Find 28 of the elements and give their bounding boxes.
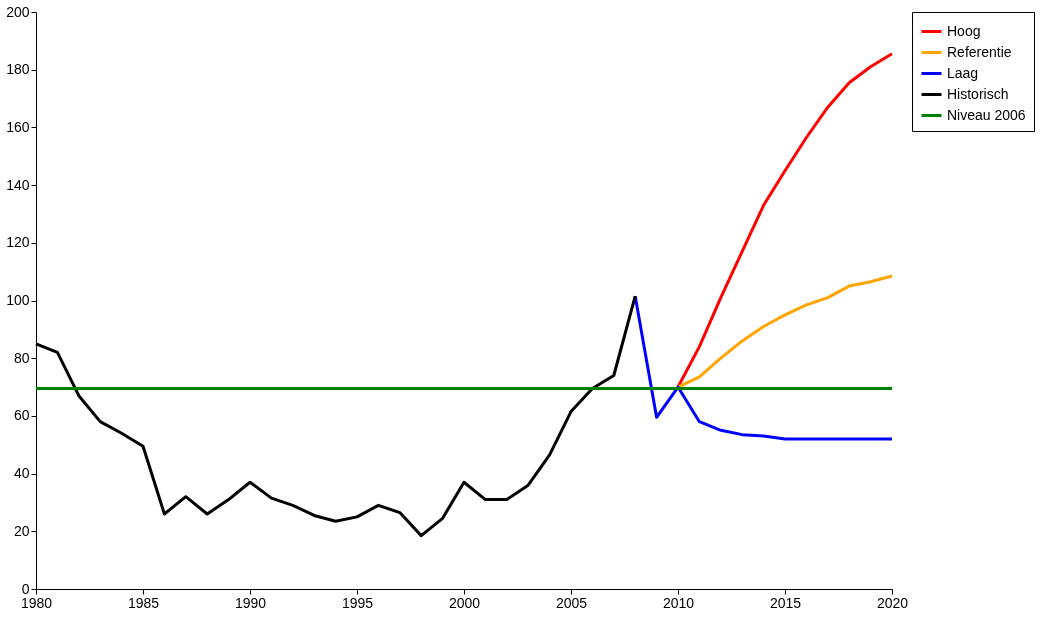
x-tick-label: 2000 <box>448 594 481 611</box>
y-tick-label: 100 <box>6 292 30 308</box>
legend-label: Laag <box>947 64 979 81</box>
x-tick-label: 2005 <box>555 594 588 611</box>
y-tick-label: 200 <box>6 3 30 20</box>
line-series <box>676 274 894 389</box>
x-tick-label: 2015 <box>769 594 802 611</box>
y-tick-label: 120 <box>6 234 30 251</box>
legend-label: Referentie <box>947 43 1012 60</box>
y-tick-label: 160 <box>6 118 30 135</box>
x-tick-label: 1995 <box>341 594 374 611</box>
x-tick-label: 1985 <box>127 594 160 611</box>
y-tick-label: 60 <box>13 407 30 424</box>
x-tick-label: 2010 <box>662 594 695 611</box>
y-tick-label: 20 <box>13 522 30 539</box>
y-tick-label: 140 <box>6 176 30 193</box>
legend-label: Historisch <box>947 85 1009 102</box>
x-tick-label: 1980 <box>20 594 53 611</box>
y-tick-label: 0 <box>21 580 30 597</box>
x-tick-label: 1990 <box>234 594 267 611</box>
line-series <box>676 52 894 389</box>
legend-label: Niveau 2006 <box>947 106 1026 123</box>
y-tick-label: 80 <box>13 349 30 366</box>
x-tick-label: 2020 <box>876 594 909 611</box>
y-tick-label: 180 <box>6 61 30 78</box>
legend-label: Hoog <box>947 22 981 39</box>
line-series <box>633 294 894 441</box>
y-tick-label: 40 <box>13 465 30 482</box>
